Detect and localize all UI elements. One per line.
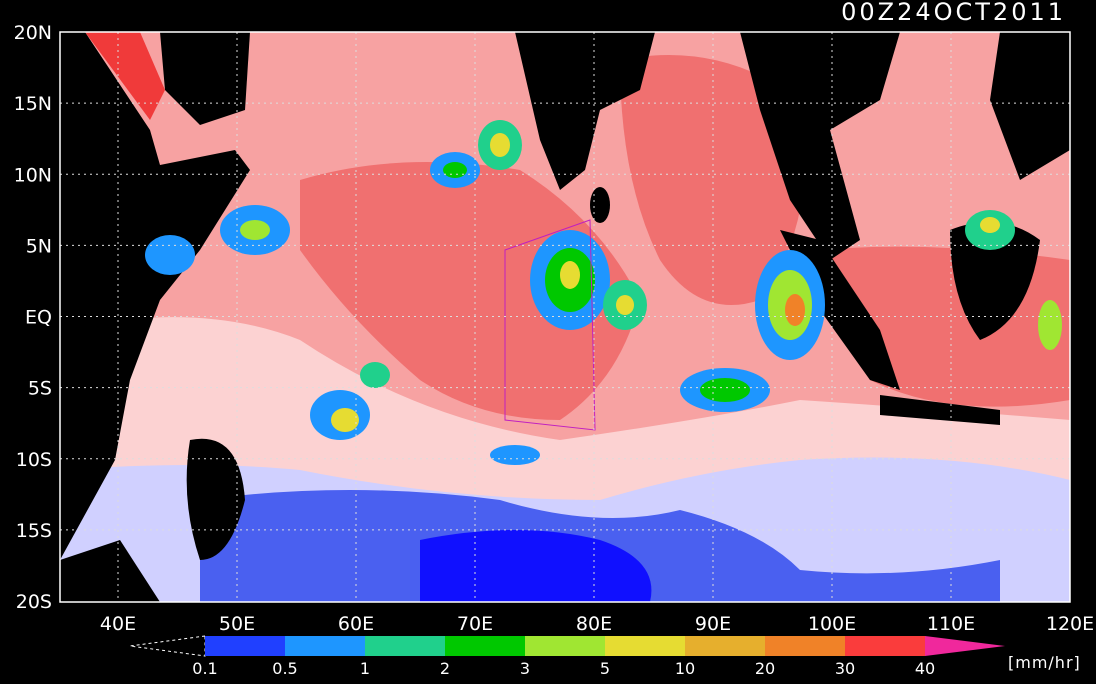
- lon-label: 100E: [808, 613, 856, 635]
- colorbar-label: 2: [440, 659, 450, 678]
- colorbar-segment: [445, 636, 525, 656]
- colorbar-label: 3: [520, 659, 530, 678]
- colorbar-label: 20: [755, 659, 775, 678]
- colorbar-segment: [285, 636, 365, 656]
- over-triangle: [925, 636, 1005, 656]
- lat-label: 20N: [14, 22, 52, 44]
- lat-label: 15S: [16, 520, 52, 542]
- colorbar-segment: [525, 636, 605, 656]
- colorbar-label: 40: [915, 659, 935, 678]
- colorbar-segment: [205, 636, 285, 656]
- colorbar-label: 5: [600, 659, 610, 678]
- colorbar-label: 10: [675, 659, 695, 678]
- colorbar-label: 30: [835, 659, 855, 678]
- colorbar-segment: [685, 636, 765, 656]
- lat-label: 5S: [28, 378, 52, 400]
- colorbar-segment: [765, 636, 845, 656]
- colorbar-label: 0.5: [272, 659, 297, 678]
- map-frame: [59, 31, 1071, 603]
- lat-label: 10N: [14, 164, 52, 186]
- colorbar: [129, 635, 1005, 657]
- lat-label: 15N: [14, 93, 52, 115]
- lat-label: 5N: [26, 235, 52, 257]
- colorbar-segment: [365, 636, 445, 656]
- graticule: [60, 32, 1070, 602]
- under-triangle: [129, 635, 206, 657]
- colorbar-unit: [mm/hr]: [1008, 653, 1081, 672]
- lon-label: 50E: [219, 613, 255, 635]
- colorbar-segment: [605, 636, 685, 656]
- lat-label: 10S: [16, 449, 52, 471]
- colorbar-label: 1: [360, 659, 370, 678]
- lon-label: 90E: [695, 613, 731, 635]
- lon-label: 60E: [338, 613, 374, 635]
- map-title: 00Z24OCT2011: [841, 0, 1066, 26]
- lon-label: 40E: [100, 613, 136, 635]
- lon-label: 110E: [927, 613, 975, 635]
- lon-label: 70E: [457, 613, 493, 635]
- lon-label: 80E: [576, 613, 612, 635]
- colorbar-segment: [845, 636, 925, 656]
- lon-label: 120E: [1046, 613, 1094, 635]
- colorbar-label: 0.1: [192, 659, 217, 678]
- lat-label: 20S: [16, 591, 52, 613]
- rain-cells: [145, 120, 1062, 465]
- lat-label: EQ: [25, 307, 52, 329]
